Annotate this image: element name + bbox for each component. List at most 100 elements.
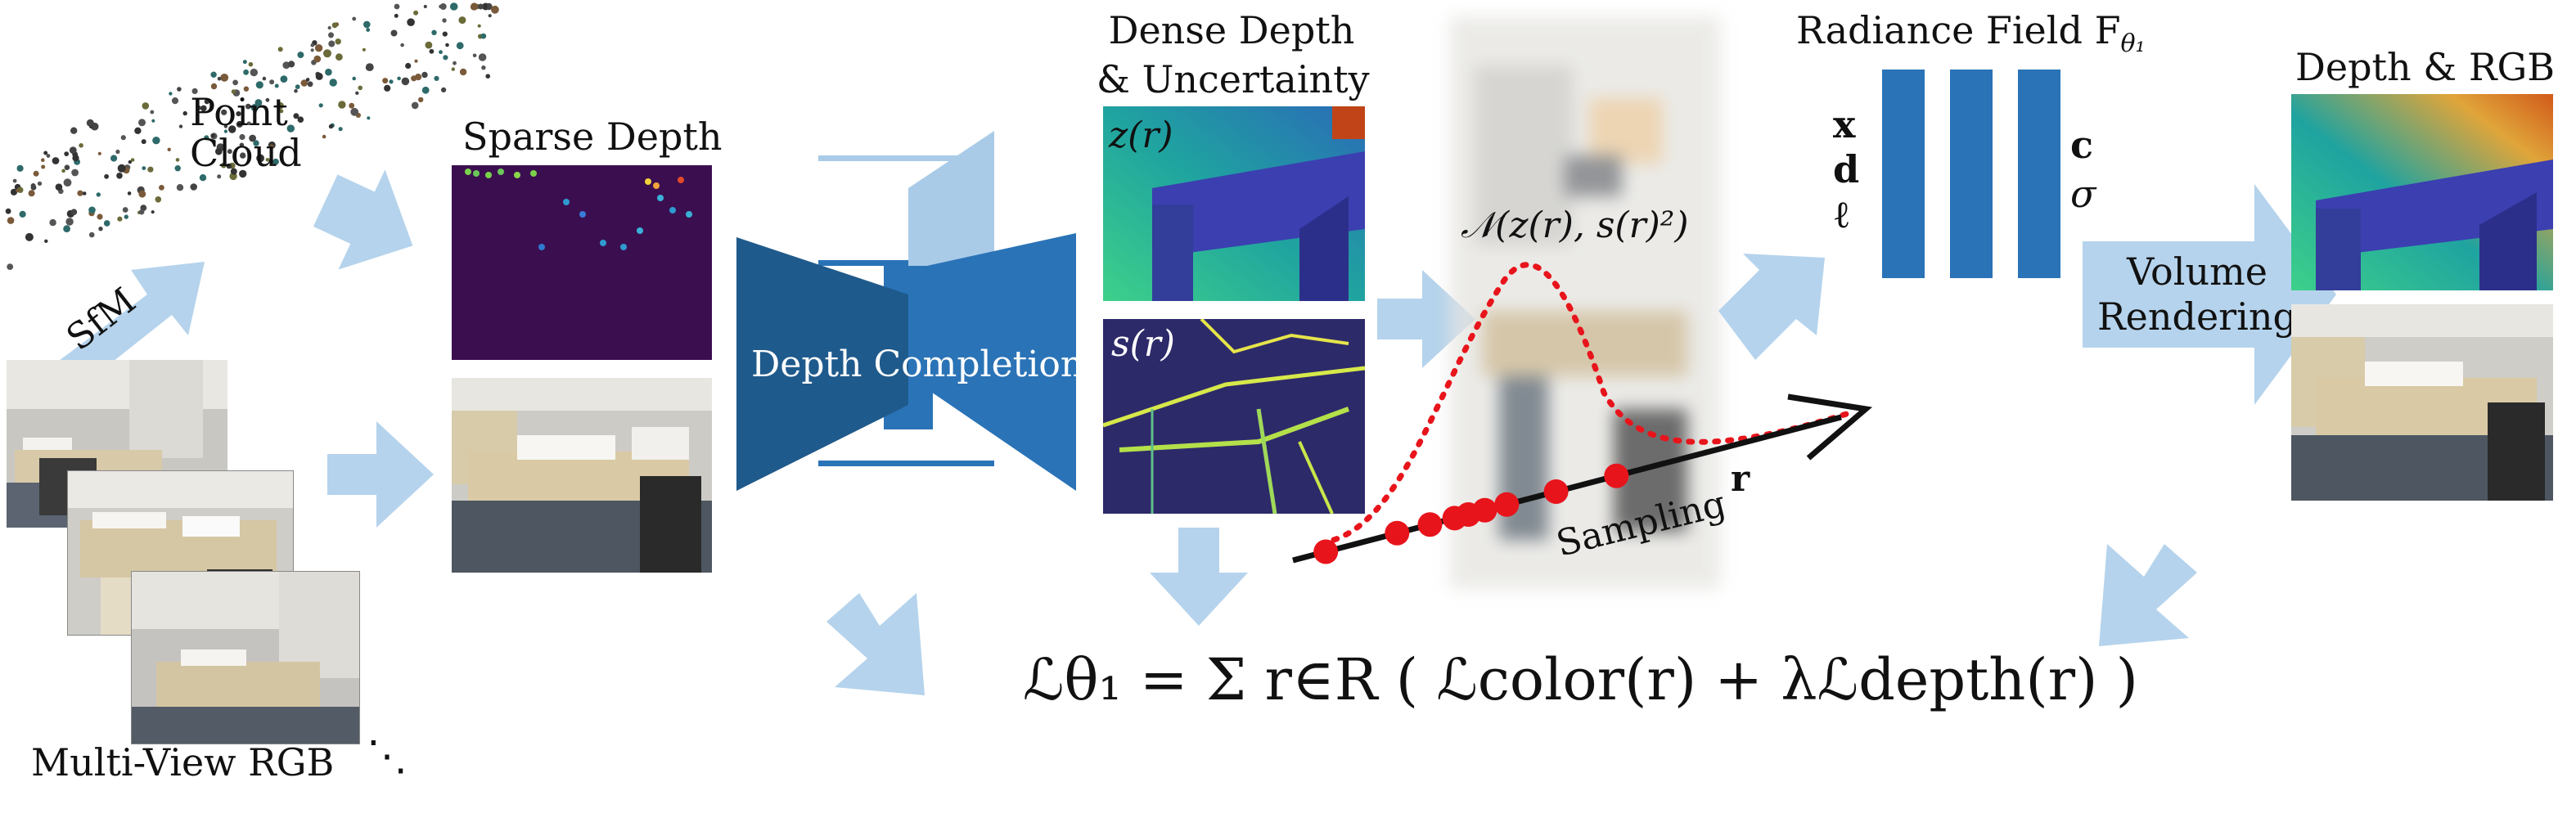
point-cloud-dot	[349, 102, 355, 109]
point-cloud-dot	[439, 50, 443, 55]
point-cloud-dot	[151, 210, 155, 214]
point-cloud-dot	[236, 120, 243, 128]
point-cloud-dot	[310, 48, 314, 52]
point-cloud-dot	[103, 220, 110, 227]
point-cloud-dot	[488, 14, 492, 18]
point-cloud-dot	[397, 76, 401, 81]
sparse-depth-point	[653, 182, 660, 189]
point-cloud-dot	[44, 239, 48, 243]
point-cloud-dot	[451, 67, 455, 71]
pc-to-sparse-arrow	[313, 169, 413, 270]
point-cloud-dot	[41, 158, 45, 162]
point-cloud-label-line2: Cloud	[190, 131, 302, 175]
point-cloud-dot	[97, 151, 101, 155]
loss-formula: ℒθ₁ = Σ r∈R ( ℒcolor(r) + λℒdepth(r) )	[1023, 646, 2138, 713]
point-cloud-dot	[414, 59, 418, 63]
point-cloud-dot	[327, 25, 331, 30]
point-cloud-dot	[269, 144, 274, 150]
dense-depth-label-line1: Dense Depth	[1108, 8, 1355, 52]
point-cloud-dot	[52, 157, 60, 164]
point-cloud-dot	[138, 209, 145, 215]
sample-point	[1494, 492, 1520, 517]
point-cloud-dot	[405, 62, 412, 70]
point-cloud-dot	[425, 41, 433, 49]
point-cloud-dot	[389, 79, 394, 84]
point-cloud-dot	[204, 98, 210, 105]
point-cloud-dot	[338, 127, 343, 132]
point-cloud-dot	[362, 47, 366, 52]
point-cloud-dot	[328, 40, 336, 47]
point-cloud-dot	[300, 79, 308, 87]
point-cloud-dot	[242, 60, 247, 65]
point-cloud-dot	[243, 69, 249, 75]
point-cloud-dot	[431, 29, 437, 35]
point-cloud-dot	[138, 119, 146, 127]
point-cloud-dot	[142, 102, 150, 110]
point-cloud-dot	[190, 183, 197, 191]
point-cloud-dot	[411, 101, 419, 110]
point-cloud-dot	[88, 206, 96, 214]
point-cloud-dot	[418, 97, 424, 103]
point-cloud-dot	[72, 155, 79, 162]
point-cloud-dot	[485, 2, 493, 11]
point-cloud-dot	[239, 169, 247, 178]
point-cloud-dot	[478, 3, 484, 10]
point-cloud-dot	[384, 84, 391, 92]
sample-point	[1604, 463, 1629, 488]
point-cloud-dot	[5, 208, 11, 214]
sample-point	[1543, 479, 1569, 504]
point-cloud-dot	[352, 76, 357, 81]
sparse-rgb-photo	[452, 378, 712, 573]
point-cloud-dot	[318, 103, 323, 108]
point-cloud-dot	[249, 134, 256, 142]
point-cloud-dot	[82, 191, 87, 196]
point-cloud-dot	[358, 85, 363, 91]
sparse-depth-point	[465, 169, 471, 175]
point-cloud-dot	[314, 44, 323, 52]
point-cloud-dot	[265, 97, 270, 102]
point-cloud-dot	[352, 16, 357, 21]
radiance-field-title: Radiance Field F	[1796, 8, 2121, 52]
point-cloud-dot	[41, 164, 46, 169]
point-cloud-dot	[16, 188, 20, 193]
point-cloud-dot	[210, 71, 217, 78]
sparse-depth-point	[498, 169, 504, 175]
point-cloud-dot	[138, 190, 146, 198]
point-cloud-dot	[86, 119, 94, 127]
point-cloud-dot	[481, 65, 486, 70]
sparse-depth-point	[530, 170, 537, 177]
output-rgb-photo	[2291, 304, 2553, 501]
point-cloud-dot	[243, 86, 250, 92]
point-cloud-dot	[98, 227, 103, 231]
point-cloud-dot	[155, 196, 162, 203]
sparse-depth-point	[637, 227, 643, 234]
point-cloud-dot	[65, 218, 74, 226]
point-cloud-dot	[328, 32, 334, 38]
sparse-depth-point	[473, 170, 480, 177]
point-cloud-dot	[43, 151, 48, 155]
depth-rgb-label: Depth & RGB	[2295, 45, 2556, 89]
radiance-field-label: Radiance Field Fθ₁	[1796, 8, 2146, 58]
sample-point	[1417, 512, 1443, 537]
point-cloud-dot	[104, 173, 109, 179]
point-cloud-dot	[441, 87, 447, 92]
point-cloud-dot	[232, 79, 238, 86]
point-cloud-dot	[236, 111, 241, 117]
point-cloud-dot	[110, 155, 118, 162]
point-cloud-dot	[262, 76, 267, 81]
sampling-diagram	[1292, 262, 1873, 564]
point-cloud-dot	[159, 185, 164, 191]
point-cloud-dot	[313, 55, 322, 63]
point-cloud-dot	[294, 88, 298, 93]
point-cloud-dot	[325, 68, 332, 76]
point-cloud-dot	[279, 109, 284, 114]
point-cloud-dot	[322, 134, 327, 139]
point-cloud-dot	[480, 33, 487, 39]
point-cloud-dot	[459, 68, 467, 76]
point-cloud-dot	[7, 217, 15, 224]
point-cloud-dot	[456, 42, 464, 50]
point-cloud-dot	[217, 174, 222, 179]
sparse-depth-point	[600, 240, 606, 246]
point-cloud-dot	[331, 22, 338, 29]
point-cloud-dot	[151, 119, 155, 123]
